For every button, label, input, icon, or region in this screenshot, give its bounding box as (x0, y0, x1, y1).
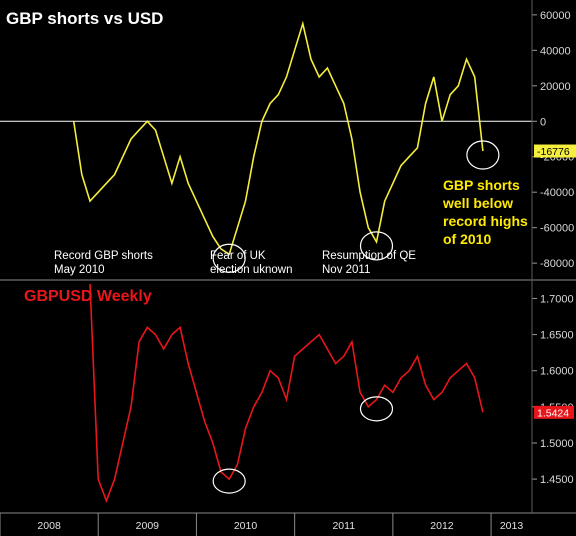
annotation-election-line1: Fear of UK (210, 250, 266, 262)
top-y-tick-label: 60000 (540, 10, 571, 22)
top-highlight-circle (466, 140, 500, 170)
x-tick-label: 2011 (332, 520, 355, 532)
bottom-y-tick-label: 1.7000 (540, 293, 574, 305)
top-highlight-circles (212, 140, 500, 273)
bottom-last-value-box (534, 405, 574, 419)
annotation-qe-line1: Resumption of QE (322, 250, 416, 262)
bottom-y-tick-label: 1.6500 (540, 330, 574, 342)
top-y-tick-label: -60000 (540, 223, 574, 235)
top-chart-title: GBP shorts vs USD (6, 9, 163, 28)
annotation-qe-line2: Nov 2011 (322, 264, 370, 276)
top-highlight-circle (359, 231, 394, 261)
bottom-last-value-label: 1.5424 (537, 407, 569, 419)
top-last-value-badge: -16776 (534, 144, 576, 158)
x-axis: 2008 2009 2010 2011 2012 2013 (0, 512, 576, 536)
x-tick-label: 2009 (136, 520, 160, 532)
top-y-tick-label: 0 (540, 116, 546, 128)
x-axis-ticks: 2008 2009 2010 2011 2012 2013 (0, 513, 523, 536)
x-tick-label: 2010 (234, 520, 258, 532)
bottom-highlight-circle (212, 468, 246, 494)
top-y-tick-label: 20000 (540, 81, 571, 93)
bottom-highlight-circles (212, 396, 394, 494)
annotation-election-line2: election uknown (210, 264, 292, 276)
top-panel: 6000040000200000-20000-40000-60000-80000… (0, 9, 576, 276)
x-tick-label: 2012 (430, 520, 454, 532)
x-tick-label: 2013 (500, 520, 524, 532)
annotation-record-shorts-line1: Record GBP shorts (54, 250, 153, 262)
bottom-last-value-badge: 1.5424 (534, 405, 574, 419)
bottom-chart-title: GBPUSD Weekly (24, 288, 152, 305)
annotation-below-highs-line3: record highs (443, 213, 528, 229)
annotation-below-highs-line4: of 2010 (443, 231, 491, 247)
top-last-value-label: -16776 (537, 146, 570, 158)
top-series-line (72, 20, 484, 256)
annotation-below-highs-line1: GBP shorts (443, 177, 520, 193)
bottom-highlight-circle (359, 396, 394, 422)
top-highlight-circle (212, 243, 246, 273)
annotation-record-shorts-line2: May 2010 (54, 264, 105, 276)
bottom-y-tick-label: 1.6000 (540, 366, 574, 378)
annotation-below-highs-line2: well below (442, 195, 513, 211)
top-y-tick-label: 40000 (540, 45, 571, 57)
bottom-y-tick-label: 1.4500 (540, 474, 574, 486)
x-tick-label: 2008 (37, 520, 61, 532)
top-last-value-box (534, 144, 576, 158)
top-y-tick-label: -80000 (540, 258, 574, 270)
bottom-y-tick-label: 1.5000 (540, 438, 574, 450)
bottom-series-line (89, 283, 484, 504)
top-y-tick-label: -40000 (540, 187, 574, 199)
